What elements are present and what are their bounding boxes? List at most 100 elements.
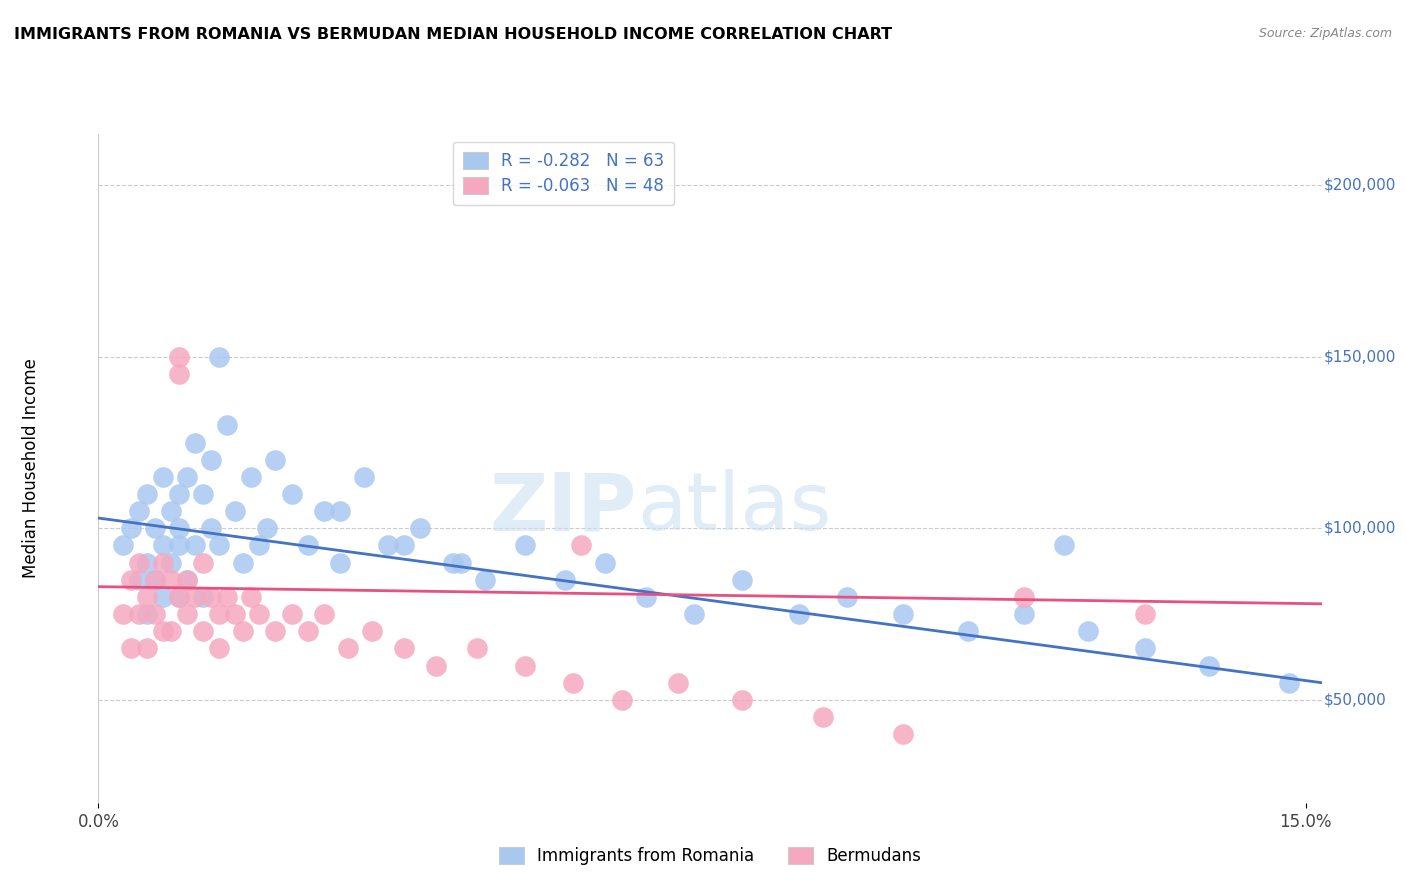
Point <box>167 521 190 535</box>
Point <box>217 418 239 433</box>
Point <box>336 641 359 656</box>
Point <box>143 521 166 535</box>
Point <box>240 470 263 484</box>
Point <box>441 556 464 570</box>
Point <box>217 590 239 604</box>
Point <box>247 607 270 621</box>
Point <box>167 487 190 501</box>
Point <box>152 556 174 570</box>
Point <box>167 367 190 381</box>
Point <box>450 556 472 570</box>
Point <box>1077 624 1099 639</box>
Point <box>191 556 214 570</box>
Point <box>152 539 174 553</box>
Point <box>160 504 183 518</box>
Point <box>683 607 706 621</box>
Point <box>891 727 914 741</box>
Point <box>120 573 142 587</box>
Point <box>731 693 754 707</box>
Text: Source: ZipAtlas.com: Source: ZipAtlas.com <box>1258 27 1392 40</box>
Point <box>409 521 432 535</box>
Point <box>128 556 150 570</box>
Point <box>610 693 633 707</box>
Point <box>232 556 254 570</box>
Legend: Immigrants from Romania, Bermudans: Immigrants from Romania, Bermudans <box>489 837 931 875</box>
Point <box>135 590 157 604</box>
Point <box>176 573 198 587</box>
Point <box>184 435 207 450</box>
Point <box>200 452 222 467</box>
Text: $100,000: $100,000 <box>1324 521 1396 536</box>
Point <box>891 607 914 621</box>
Point <box>135 607 157 621</box>
Point <box>143 607 166 621</box>
Point <box>264 624 287 639</box>
Point <box>1012 590 1035 604</box>
Point <box>120 521 142 535</box>
Point <box>143 573 166 587</box>
Point <box>167 350 190 364</box>
Point <box>128 504 150 518</box>
Point <box>120 641 142 656</box>
Text: $200,000: $200,000 <box>1324 178 1396 193</box>
Point <box>1053 539 1076 553</box>
Point <box>1198 658 1220 673</box>
Point <box>377 539 399 553</box>
Point <box>160 556 183 570</box>
Point <box>247 539 270 553</box>
Point <box>191 590 214 604</box>
Point <box>167 539 190 553</box>
Point <box>811 710 834 724</box>
Point <box>224 504 246 518</box>
Point <box>135 556 157 570</box>
Point <box>152 470 174 484</box>
Point <box>167 590 190 604</box>
Point <box>160 624 183 639</box>
Point <box>167 590 190 604</box>
Point <box>128 607 150 621</box>
Point <box>135 641 157 656</box>
Point <box>392 539 416 553</box>
Point <box>240 590 263 604</box>
Point <box>200 590 222 604</box>
Point <box>176 573 198 587</box>
Point <box>595 556 617 570</box>
Point <box>361 624 384 639</box>
Point <box>666 675 689 690</box>
Point <box>232 624 254 639</box>
Point <box>1133 641 1156 656</box>
Point <box>297 539 319 553</box>
Point <box>562 675 585 690</box>
Point <box>128 573 150 587</box>
Point <box>329 556 352 570</box>
Point <box>184 539 207 553</box>
Text: $50,000: $50,000 <box>1324 692 1386 707</box>
Point <box>200 521 222 535</box>
Point <box>1012 607 1035 621</box>
Point <box>329 504 352 518</box>
Text: Median Household Income: Median Household Income <box>22 359 41 578</box>
Text: ZIP: ZIP <box>489 469 637 548</box>
Point <box>208 350 231 364</box>
Point <box>256 521 278 535</box>
Point <box>224 607 246 621</box>
Point <box>191 487 214 501</box>
Text: $150,000: $150,000 <box>1324 350 1396 364</box>
Point <box>152 624 174 639</box>
Text: atlas: atlas <box>637 469 831 548</box>
Point <box>554 573 576 587</box>
Point <box>297 624 319 639</box>
Point <box>425 658 447 673</box>
Point <box>569 539 592 553</box>
Point <box>513 658 536 673</box>
Text: IMMIGRANTS FROM ROMANIA VS BERMUDAN MEDIAN HOUSEHOLD INCOME CORRELATION CHART: IMMIGRANTS FROM ROMANIA VS BERMUDAN MEDI… <box>14 27 893 42</box>
Point <box>208 641 231 656</box>
Point <box>191 624 214 639</box>
Point <box>152 590 174 604</box>
Point <box>264 452 287 467</box>
Point <box>634 590 657 604</box>
Point <box>176 607 198 621</box>
Point <box>160 573 183 587</box>
Point <box>143 573 166 587</box>
Point <box>1133 607 1156 621</box>
